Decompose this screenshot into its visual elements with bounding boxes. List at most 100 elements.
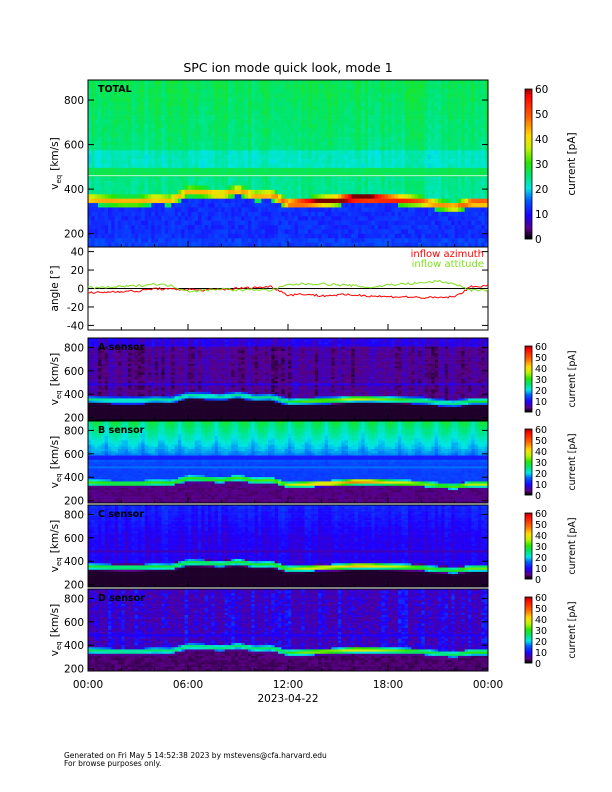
heatmap-cell xyxy=(168,101,172,107)
heatmap-cell xyxy=(124,238,129,243)
heatmap-cell xyxy=(418,207,422,213)
heatmap-cell xyxy=(351,189,355,195)
heatmap-cell xyxy=(264,163,269,169)
colorbar-swatch xyxy=(525,219,532,222)
heatmap-cell xyxy=(428,242,432,248)
chart-title: SPC ion mode quick look, mode 1 xyxy=(183,60,392,75)
heatmap-cell xyxy=(151,207,155,213)
heatmap-cell xyxy=(91,417,95,421)
heatmap-cell xyxy=(468,128,472,134)
heatmap-cell xyxy=(471,106,475,112)
heatmap-cell xyxy=(418,211,422,217)
heatmap-cell xyxy=(181,194,185,199)
heatmap-cell xyxy=(454,207,459,213)
heatmap-cell xyxy=(88,404,92,408)
heatmap-cell xyxy=(104,340,109,343)
heatmap-cell xyxy=(384,176,389,182)
heatmap-cell xyxy=(198,238,202,243)
heatmap-cell xyxy=(138,159,142,164)
heatmap-cell xyxy=(251,229,255,235)
heatmap-cell xyxy=(138,80,142,85)
heatmap-cell xyxy=(468,93,472,98)
heatmap-cell xyxy=(424,167,429,173)
heatmap-cell xyxy=(401,128,405,134)
heatmap-cell xyxy=(331,242,335,248)
colorbar-frame xyxy=(524,88,533,240)
heatmap-cell xyxy=(424,220,429,226)
heatmap-cell xyxy=(398,80,402,85)
heatmap-cell xyxy=(281,211,285,217)
heatmap-cell xyxy=(431,172,435,177)
heatmap-cell xyxy=(208,123,212,129)
heatmap-cell xyxy=(258,233,262,239)
heatmap-cell xyxy=(214,176,219,182)
heatmap-cell xyxy=(404,242,409,248)
heatmap-cell xyxy=(444,216,449,221)
heatmap-cell xyxy=(131,163,135,169)
heatmap-cell xyxy=(424,189,429,195)
heatmap-cell xyxy=(411,172,415,177)
heatmap-cell xyxy=(141,80,145,85)
heatmap-cell xyxy=(404,225,409,230)
heatmap-cell xyxy=(268,150,272,156)
heatmap-cell xyxy=(114,211,119,217)
heatmap-cell xyxy=(91,194,95,199)
heatmap-cell xyxy=(158,211,162,217)
heatmap-cell xyxy=(451,101,455,107)
heatmap-cell xyxy=(91,137,95,142)
heatmap-cell xyxy=(308,194,312,199)
heatmap-cell xyxy=(478,84,482,90)
heatmap-cell xyxy=(414,97,419,103)
heatmap-cell xyxy=(458,211,462,217)
heatmap-cell xyxy=(108,220,112,226)
heatmap-cell xyxy=(101,407,105,410)
heatmap-cell xyxy=(378,185,382,191)
heatmap-cell xyxy=(351,216,355,221)
heatmap-cell xyxy=(201,106,205,112)
heatmap-cell xyxy=(304,225,309,230)
heatmap-cell xyxy=(284,233,289,239)
heatmap-cell xyxy=(304,194,309,199)
heatmap-cell xyxy=(114,84,119,90)
heatmap-cell xyxy=(338,141,342,147)
heatmap-cell xyxy=(288,106,292,112)
heatmap-cell xyxy=(141,154,145,160)
heatmap-cell xyxy=(278,123,282,129)
heatmap-cell xyxy=(394,163,399,169)
heatmap-cell xyxy=(308,80,312,85)
heatmap-cell xyxy=(241,123,245,129)
heatmap-cell xyxy=(208,101,212,107)
heatmap-cell xyxy=(334,123,339,129)
heatmap-cell xyxy=(314,115,319,120)
heatmap-cell xyxy=(288,172,292,177)
heatmap-cell xyxy=(211,132,215,138)
heatmap-cell xyxy=(421,167,425,173)
heatmap-cell xyxy=(164,185,169,191)
heatmap-cell xyxy=(164,119,169,125)
heatmap-cell xyxy=(381,242,385,248)
heatmap-cell xyxy=(448,172,452,177)
heatmap-cell xyxy=(184,93,189,98)
heatmap-cell xyxy=(101,346,105,350)
heatmap-cell xyxy=(428,216,432,221)
heatmap-cell xyxy=(418,106,422,112)
heatmap-cell xyxy=(151,88,155,94)
heatmap-cell xyxy=(364,110,369,116)
heatmap-cell xyxy=(431,84,435,90)
heatmap-cell xyxy=(454,189,459,195)
heatmap-cell xyxy=(478,93,482,98)
heatmap-cell xyxy=(468,229,472,235)
heatmap-cell xyxy=(94,119,99,125)
heatmap-cell xyxy=(411,185,415,191)
heatmap-cell xyxy=(441,185,445,191)
heatmap-cell xyxy=(271,93,275,98)
heatmap-cell xyxy=(218,216,222,221)
heatmap-cell xyxy=(201,88,205,94)
heatmap-cell xyxy=(361,154,365,160)
heatmap-cell xyxy=(201,242,205,248)
heatmap-cell xyxy=(264,132,269,138)
heatmap-cell xyxy=(381,101,385,107)
heatmap-cell xyxy=(411,154,415,160)
heatmap-cell xyxy=(331,207,335,213)
heatmap-cell xyxy=(251,159,255,164)
